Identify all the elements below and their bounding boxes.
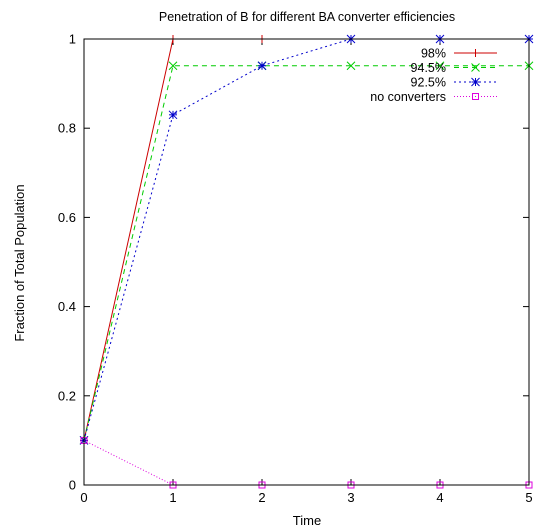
series-line-2 <box>83 65 529 441</box>
legend-item: 94.5% <box>411 61 497 75</box>
y-tick-label: 0.2 <box>58 388 76 403</box>
legend-marker <box>471 63 480 72</box>
x-tick-label: 0 <box>80 490 87 505</box>
legend-marker <box>471 77 480 87</box>
data-point <box>168 61 178 71</box>
x-tick-label: 5 <box>525 490 532 505</box>
plot-area: 0 1 2 3 4 5 0 0.2 0.4 0.6 0.8 1 <box>58 32 534 505</box>
plot-frame <box>83 38 530 486</box>
legend-label: no converters <box>370 90 446 104</box>
legend-marker <box>471 49 480 57</box>
data-point <box>346 61 356 71</box>
legend-label: 92.5% <box>411 76 446 90</box>
y-tick-label: 0.4 <box>58 299 76 314</box>
legend-item: no converters <box>370 90 497 104</box>
y-tick-label: 0 <box>69 478 76 493</box>
legend-marker <box>472 93 479 100</box>
legend: 98%94.5%92.5%no converters <box>370 47 497 104</box>
series-line-4 <box>83 439 529 486</box>
y-tick-label: 1 <box>69 32 76 47</box>
y-tick-label: 0.6 <box>58 210 76 225</box>
x-tick-label: 3 <box>347 490 354 505</box>
x-axis-label: Time <box>293 513 321 528</box>
x-tick-label: 2 <box>258 490 265 505</box>
data-point <box>257 61 267 71</box>
x-tick-label: 1 <box>169 490 176 505</box>
x-tick-label: 4 <box>436 490 443 505</box>
legend-item: 92.5% <box>411 76 497 90</box>
legend-label: 98% <box>421 47 446 61</box>
series-line-3 <box>83 38 529 441</box>
legend-item: 98% <box>421 47 497 61</box>
legend-label: 94.5% <box>411 61 446 75</box>
series-line-1 <box>83 38 529 441</box>
chart-title: Penetration of B for different BA conver… <box>159 10 455 24</box>
data-point <box>168 110 178 120</box>
data-point <box>435 61 445 71</box>
y-axis-label: Fraction of Total Population <box>12 184 27 341</box>
y-tick-label: 0.8 <box>58 121 76 136</box>
